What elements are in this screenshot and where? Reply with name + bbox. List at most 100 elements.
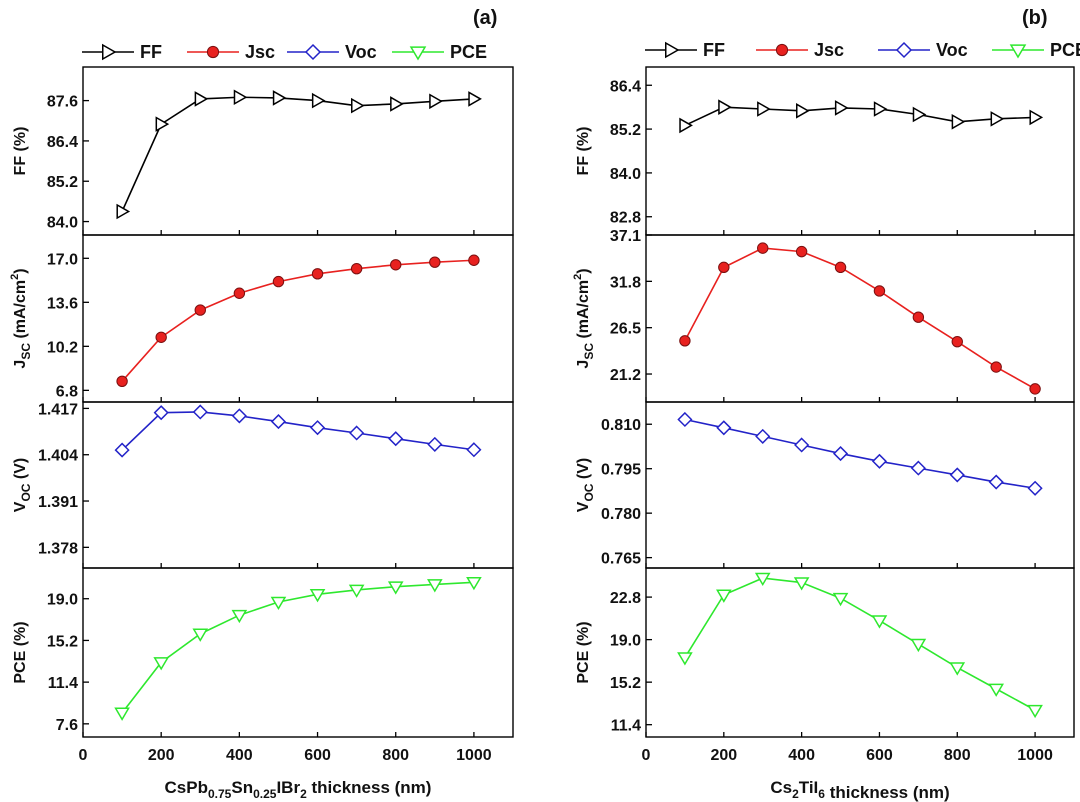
legend-marker bbox=[102, 43, 117, 61]
data-point-jsc bbox=[718, 261, 730, 274]
y-tick-label: 84.0 bbox=[610, 166, 641, 183]
data-point-ff bbox=[272, 90, 287, 106]
legend-marker bbox=[304, 43, 322, 61]
data-point-pce bbox=[153, 657, 169, 671]
data-point-voc bbox=[1027, 480, 1043, 496]
panel-label: (a) bbox=[473, 7, 497, 29]
data-point-voc bbox=[309, 420, 326, 436]
series-line-voc bbox=[121, 411, 475, 451]
y-tick-label: 0.810 bbox=[601, 417, 641, 434]
data-point-pce bbox=[793, 577, 810, 591]
data-point-ff bbox=[155, 116, 170, 132]
y-axis-label: PCE (%) bbox=[12, 621, 29, 683]
data-point-pce bbox=[192, 628, 209, 642]
data-point-voc bbox=[270, 414, 287, 430]
series-line-jsc bbox=[684, 247, 1036, 390]
data-point-jsc bbox=[194, 304, 206, 316]
data-point-voc bbox=[388, 431, 404, 447]
y-tick-label: 0.765 bbox=[601, 551, 641, 568]
data-point-jsc bbox=[468, 254, 480, 266]
data-point-ff bbox=[718, 99, 732, 115]
legend-item-pce: PCE bbox=[392, 42, 487, 62]
x-label-part: thickness (nm) bbox=[307, 778, 432, 797]
x-label-sub: 2 bbox=[300, 787, 307, 801]
data-point-ff bbox=[233, 89, 248, 106]
x-tick-label: 1000 bbox=[456, 747, 492, 764]
legend-label: Jsc bbox=[814, 40, 844, 60]
y-label-unit: (mA/cm bbox=[12, 280, 29, 343]
y-axis-label-text: PCE (%) bbox=[12, 621, 29, 683]
y-tick-label: 15.2 bbox=[610, 675, 641, 692]
y-axis-label-text: FF (%) bbox=[12, 127, 29, 176]
data-point-jsc bbox=[429, 256, 441, 268]
data-point-pce bbox=[114, 707, 130, 721]
legend-label: Voc bbox=[936, 40, 968, 60]
data-point-pce bbox=[1027, 704, 1043, 719]
series-line-ff bbox=[684, 106, 1036, 127]
subplot-pce: 7.6 11.4 15.2 19.0 PCE (%) bbox=[12, 567, 514, 738]
plot-frame bbox=[82, 567, 514, 738]
y-axis-label: JSC (mA/cm2) bbox=[572, 268, 596, 368]
data-point-jsc bbox=[795, 245, 808, 258]
y-axis-label: PCE (%) bbox=[575, 621, 592, 683]
data-point-voc bbox=[192, 404, 208, 420]
x-label-part: thickness (nm) bbox=[825, 783, 950, 802]
series-line-voc bbox=[684, 418, 1036, 490]
data-point-voc bbox=[349, 425, 365, 441]
x-axis-label: Cs2TiI6 thickness (nm) bbox=[770, 778, 949, 802]
x-label-sub: 6 bbox=[818, 787, 825, 801]
series-line-jsc bbox=[121, 259, 474, 382]
legend-item-voc: Voc bbox=[287, 42, 377, 62]
data-point-voc bbox=[794, 437, 810, 453]
plot-frame bbox=[82, 66, 514, 236]
data-point-voc bbox=[871, 453, 888, 469]
data-point-ff bbox=[468, 91, 482, 107]
y-label-base: V bbox=[575, 501, 592, 512]
data-point-voc bbox=[231, 408, 247, 424]
y-tick-label: 7.6 bbox=[56, 717, 78, 734]
y-tick-label: 84.0 bbox=[47, 215, 78, 232]
x-label-part: TiI bbox=[799, 778, 819, 797]
data-point-ff bbox=[796, 103, 810, 119]
y-tick-label: 1.391 bbox=[38, 494, 78, 511]
data-point-voc bbox=[949, 467, 965, 483]
y-axis-label: JSC (mA/cm2) bbox=[9, 268, 33, 368]
data-point-jsc bbox=[951, 335, 963, 348]
y-tick-label: 85.2 bbox=[610, 122, 641, 139]
data-point-pce bbox=[427, 579, 443, 593]
y-axis-label-text: FF (%) bbox=[575, 127, 592, 176]
data-point-pce bbox=[754, 572, 771, 587]
y-label-unit: (mA/cm bbox=[575, 280, 592, 343]
x-label-part: Sn bbox=[231, 778, 253, 797]
data-point-voc bbox=[427, 436, 443, 452]
y-tick-label: 1.378 bbox=[38, 540, 78, 557]
plot-frame bbox=[645, 567, 1075, 738]
subplot-voc: 1.378 1.391 1.404 1.417 VOC (V) bbox=[12, 401, 514, 569]
x-label-part: IBr bbox=[276, 778, 300, 797]
data-point-pce bbox=[832, 592, 849, 607]
y-axis-label: FF (%) bbox=[12, 127, 29, 176]
y-tick-label: 86.4 bbox=[610, 78, 641, 95]
data-point-jsc bbox=[679, 335, 691, 347]
data-point-ff bbox=[834, 100, 849, 116]
chart-panel-1: (b) FF Jsc Voc PCE 82.8 84.0 85.2 86.4 FF (%) 21.2… bbox=[572, 7, 1080, 802]
y-tick-label: 6.8 bbox=[56, 383, 78, 400]
data-point-ff bbox=[951, 113, 966, 130]
y-tick-label: 31.8 bbox=[610, 274, 641, 291]
subplot-voc: 0.765 0.780 0.795 0.810 VOC (V) bbox=[575, 401, 1075, 569]
legend-item-ff: FF bbox=[82, 42, 162, 62]
data-point-pce bbox=[677, 652, 693, 666]
data-point-pce bbox=[716, 589, 732, 603]
y-axis-label-text: PCE (%) bbox=[575, 621, 592, 683]
y-tick-label: 37.1 bbox=[610, 228, 641, 245]
y-label-base: J bbox=[12, 360, 29, 369]
y-label-sub: OC bbox=[19, 483, 33, 501]
x-tick-label: 600 bbox=[866, 747, 893, 764]
data-point-jsc bbox=[390, 259, 402, 271]
data-point-pce bbox=[949, 662, 966, 676]
data-point-pce bbox=[270, 596, 287, 610]
data-point-ff bbox=[873, 101, 888, 117]
plot-frame bbox=[645, 66, 1075, 236]
data-point-voc bbox=[755, 428, 771, 444]
